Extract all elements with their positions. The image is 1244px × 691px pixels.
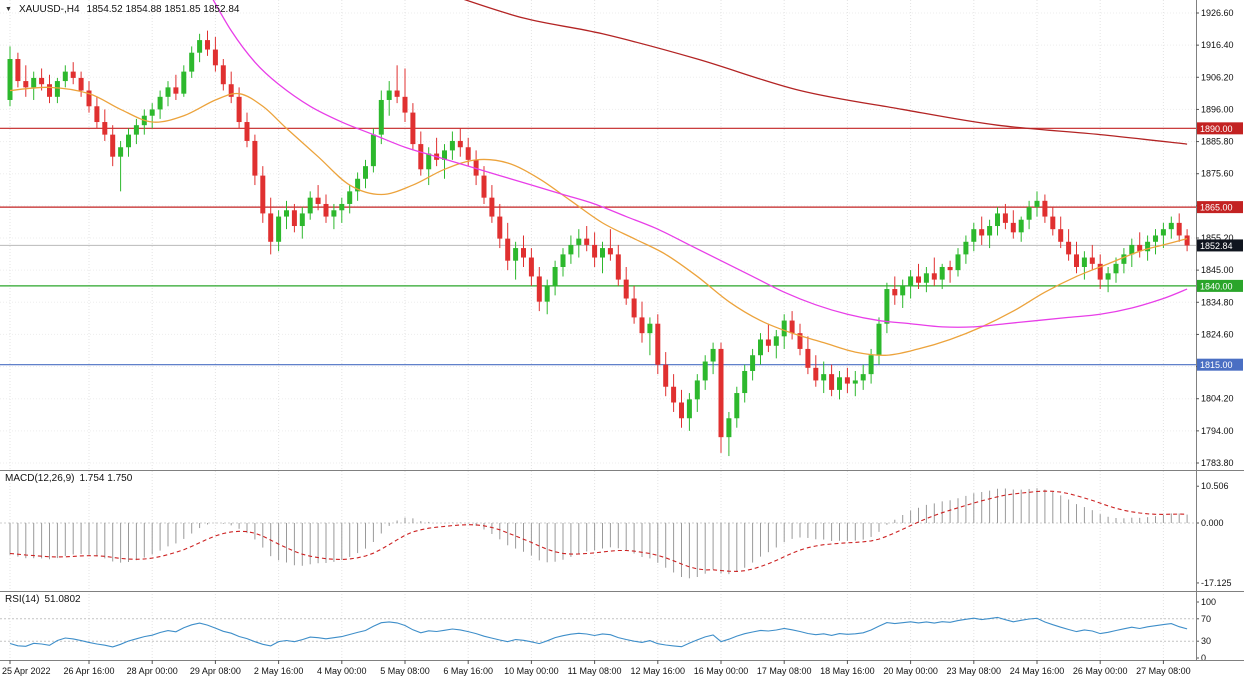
time-tick-label: 26 May 00:00	[1073, 666, 1128, 676]
rsi-line	[9, 616, 1188, 648]
time-tick-label: 23 May 08:00	[947, 666, 1002, 676]
macd-tick-label: -17.125	[1201, 578, 1232, 588]
time-tick-label: 20 May 00:00	[883, 666, 938, 676]
time-tick-label: 11 May 08:00	[568, 666, 622, 676]
time-tick-label: 17 May 08:00	[757, 666, 812, 676]
time-tick-label: 5 May 08:00	[380, 666, 430, 676]
level-price-tag	[1197, 122, 1243, 135]
time-tick-label: 2 May 16:00	[254, 666, 304, 676]
time-tick-label: 12 May 16:00	[631, 666, 686, 676]
rsi-tick-label: 70	[1201, 614, 1211, 624]
candles-layer	[7, 30, 1190, 457]
price-tick-label: 1885.80	[1201, 137, 1234, 147]
price-tick-label: 1783.80	[1201, 458, 1234, 468]
price-tick-label: 1824.60	[1201, 329, 1234, 339]
time-tick-label: 18 May 16:00	[820, 666, 875, 676]
svg-text:1852.84: 1852.84	[1200, 241, 1233, 251]
price-tick-label: 1906.20	[1201, 72, 1234, 82]
symbol-dropdown-icon[interactable]: ▼	[5, 6, 12, 13]
current-price-tag	[1197, 239, 1243, 252]
price-tick-label: 1926.60	[1201, 8, 1234, 18]
ma-medium-magenta	[212, 0, 1188, 328]
price-tick-label: 1896.00	[1201, 104, 1234, 114]
macd-tick-label: 10.506	[1201, 481, 1229, 491]
time-tick-label: 26 Apr 16:00	[63, 666, 114, 676]
time-tick-label: 16 May 00:00	[694, 666, 749, 676]
panel-borders	[0, 0, 1244, 661]
price-axis: 1926.60 1916.40 1906.20 1896.00 1885.80 1875.…	[1196, 8, 1234, 468]
ma-fast-orange	[9, 86, 1188, 356]
macd-signal-line	[9, 490, 1188, 572]
time-tick-label: 29 Apr 08:00	[190, 666, 241, 676]
price-tick-label: 1916.40	[1201, 40, 1234, 50]
time-tick-label: 10 May 00:00	[504, 666, 559, 676]
svg-text:1890.00: 1890.00	[1200, 124, 1233, 134]
rsi-tick-label: 100	[1201, 597, 1216, 607]
time-tick-label: 28 Apr 00:00	[127, 666, 178, 676]
grid-layer	[0, 0, 1196, 660]
time-axis: 25 Apr 2022 26 Apr 16:00 28 Apr 00:00 29 Ap…	[2, 660, 1191, 676]
price-tick-label: 1875.60	[1201, 169, 1234, 179]
price-tick-label: 1855.20	[1201, 233, 1234, 243]
svg-text:1840.00: 1840.00	[1200, 281, 1233, 291]
level-price-tag	[1197, 358, 1243, 371]
price-tick-label: 1804.20	[1201, 394, 1234, 404]
macd-layer: 10.506 0.000 -17.125	[0, 481, 1232, 588]
price-tick-label: 1794.00	[1201, 426, 1234, 436]
macd-tick-label: 0.000	[1201, 518, 1224, 528]
rsi-tick-label: 30	[1201, 636, 1211, 646]
rsi-tick-label: 0	[1201, 653, 1206, 663]
price-labels: 1890.00 1865.00 1840.00 1815.00 1852.84	[1197, 122, 1243, 371]
moving-averages-layer	[9, 0, 1188, 356]
level-price-tag	[1197, 279, 1243, 292]
rsi-layer: 100 70 30 0	[0, 597, 1216, 663]
price-tick-label: 1845.00	[1201, 265, 1234, 275]
ma-slow-darkred	[463, 0, 1188, 145]
price-tick-label: 1834.80	[1201, 297, 1234, 307]
time-tick-label: 6 May 16:00	[443, 666, 493, 676]
time-tick-label: 27 May 08:00	[1136, 666, 1191, 676]
support-resistance-lines	[0, 127, 1196, 366]
svg-text:1815.00: 1815.00	[1200, 360, 1233, 370]
time-tick-label: 24 May 16:00	[1010, 666, 1065, 676]
level-price-tag	[1197, 201, 1243, 214]
time-tick-label: 25 Apr 2022	[2, 666, 51, 676]
time-tick-label: 4 May 00:00	[317, 666, 367, 676]
svg-text:1865.00: 1865.00	[1200, 203, 1233, 213]
